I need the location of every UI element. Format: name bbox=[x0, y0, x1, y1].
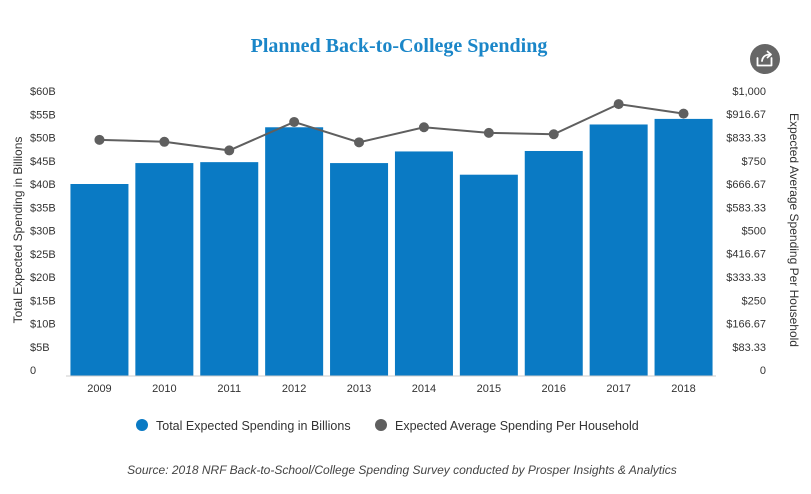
x-tick-2010: 2010 bbox=[152, 383, 176, 395]
legend-item-bars[interactable]: Total Expected Spending in Billions bbox=[136, 419, 351, 433]
y-right-axis-title: Expected Average Spending Per Household bbox=[787, 113, 801, 347]
share-icon bbox=[756, 50, 773, 67]
y-left-axis-title: Total Expected Spending in Billions bbox=[11, 137, 25, 324]
point-2016[interactable] bbox=[548, 129, 559, 140]
y-right-tick-9: $750 bbox=[742, 156, 766, 168]
y-left-tick-11: $55B bbox=[30, 109, 56, 121]
point-2014[interactable] bbox=[418, 122, 429, 133]
x-ticks: 2009 2010 2011 2012 2013 2014 2015 2016 2017 2018 bbox=[87, 383, 696, 395]
bar-2015[interactable] bbox=[459, 174, 518, 376]
y-left-tick-7: $35B bbox=[30, 202, 56, 214]
y-right-tick-4: $333.33 bbox=[726, 272, 766, 284]
y-right-tick-5: $416.67 bbox=[726, 249, 766, 261]
line-series bbox=[94, 99, 689, 156]
y-right-tick-0: 0 bbox=[760, 365, 766, 377]
legend: Total Expected Spending in Billions Expe… bbox=[136, 419, 639, 433]
y-right-tick-2: $166.67 bbox=[726, 318, 766, 330]
y-left-tick-1: $5B bbox=[30, 342, 50, 354]
point-2015[interactable] bbox=[483, 127, 494, 138]
y-right-tick-12: $1,000 bbox=[732, 86, 766, 98]
chart-title: Planned Back-to-College Spending bbox=[251, 35, 548, 57]
legend-marker-bars bbox=[136, 419, 148, 431]
point-2012[interactable] bbox=[289, 116, 300, 127]
bar-2011[interactable] bbox=[200, 162, 259, 376]
y-right-tick-8: $666.67 bbox=[726, 179, 766, 191]
x-tick-2017: 2017 bbox=[606, 383, 630, 395]
x-tick-2016: 2016 bbox=[542, 383, 566, 395]
bar-2010[interactable] bbox=[135, 163, 194, 376]
y-left-tick-6: $30B bbox=[30, 226, 56, 238]
y-left-tick-3: $15B bbox=[30, 295, 56, 307]
x-tick-2015: 2015 bbox=[477, 383, 501, 395]
bar-series bbox=[70, 118, 713, 377]
bar-2018[interactable] bbox=[654, 118, 713, 377]
point-2013[interactable] bbox=[354, 137, 365, 148]
bar-2012[interactable] bbox=[265, 127, 324, 377]
point-2009[interactable] bbox=[94, 134, 105, 145]
bar-2016[interactable] bbox=[524, 150, 583, 376]
x-tick-2013: 2013 bbox=[347, 383, 371, 395]
bar-2017[interactable] bbox=[589, 124, 648, 376]
point-2017[interactable] bbox=[613, 99, 624, 110]
y-right-tick-6: $500 bbox=[742, 226, 766, 238]
bar-2009[interactable] bbox=[70, 184, 129, 376]
x-tick-2009: 2009 bbox=[87, 383, 111, 395]
point-2011[interactable] bbox=[224, 145, 235, 156]
y-right-tick-10: $833.33 bbox=[726, 133, 766, 145]
bar-2013[interactable] bbox=[330, 163, 389, 376]
legend-item-line[interactable]: Expected Average Spending Per Household bbox=[375, 419, 639, 433]
x-tick-2012: 2012 bbox=[282, 383, 306, 395]
y-left-tick-4: $20B bbox=[30, 272, 56, 284]
y-left-tick-8: $40B bbox=[30, 179, 56, 191]
point-2018[interactable] bbox=[678, 108, 689, 119]
series-line bbox=[99, 103, 684, 152]
y-left-tick-0: 0 bbox=[30, 365, 36, 377]
y-right-tick-7: $583.33 bbox=[726, 202, 766, 214]
bar-2014[interactable] bbox=[394, 151, 453, 376]
y-right-tick-11: $916.67 bbox=[726, 109, 766, 121]
y-right-ticks: 0 $83.33 $166.67 $250 $333.33 $416.67 $500 $583… bbox=[726, 86, 766, 377]
x-tick-2014: 2014 bbox=[412, 383, 436, 395]
legend-label-line: Expected Average Spending Per Household bbox=[395, 419, 639, 433]
y-left-ticks: 0 $5B $10B $15B $20B $25B $30B $35B $40B $45B $50B… bbox=[30, 86, 56, 377]
y-left-tick-12: $60B bbox=[30, 86, 56, 98]
legend-marker-line bbox=[375, 419, 387, 431]
x-tick-2018: 2018 bbox=[671, 383, 695, 395]
y-left-tick-10: $50B bbox=[30, 133, 56, 145]
source-note: Source: 2018 NRF Back-to-School/College … bbox=[127, 463, 677, 477]
y-right-tick-1: $83.33 bbox=[732, 342, 766, 354]
point-2010[interactable] bbox=[159, 136, 170, 147]
y-left-tick-5: $25B bbox=[30, 249, 56, 261]
y-left-tick-9: $45B bbox=[30, 156, 56, 168]
share-button[interactable] bbox=[750, 44, 780, 74]
y-right-tick-3: $250 bbox=[742, 295, 766, 307]
legend-label-bars: Total Expected Spending in Billions bbox=[156, 419, 351, 433]
y-left-tick-2: $10B bbox=[30, 319, 56, 331]
x-tick-2011: 2011 bbox=[217, 383, 241, 395]
